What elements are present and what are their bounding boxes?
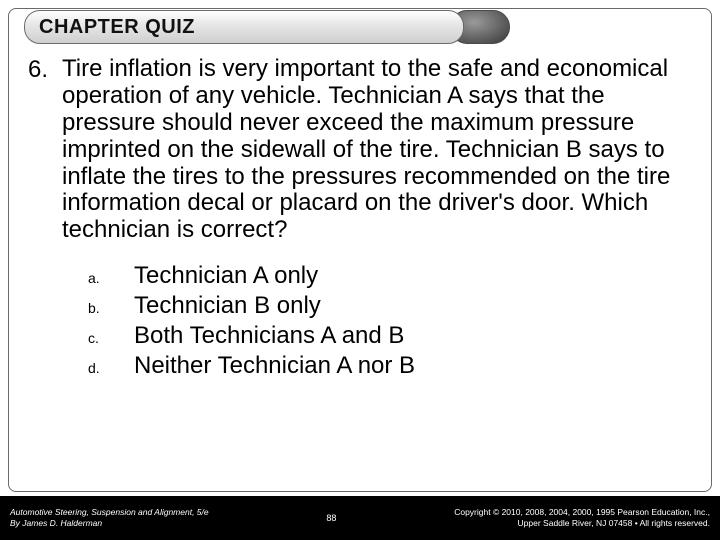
option-b: b. Technician B only bbox=[88, 292, 696, 320]
chapter-header-tab: CHAPTER QUIZ bbox=[24, 10, 464, 44]
option-text: Technician A only bbox=[134, 262, 318, 290]
option-text: Both Technicians A and B bbox=[134, 322, 404, 350]
footer-address: Upper Saddle River, NJ 07458 • All right… bbox=[454, 518, 710, 529]
option-text: Neither Technician A nor B bbox=[134, 352, 415, 380]
option-text: Technician B only bbox=[134, 292, 321, 320]
question-text: Tire inflation is very important to the … bbox=[62, 56, 696, 244]
content-area: 6. Tire inflation is very important to t… bbox=[28, 56, 696, 484]
footer-page-number: 88 bbox=[326, 513, 336, 523]
option-letter: a. bbox=[88, 270, 134, 286]
options-list: a. Technician A only b. Technician B onl… bbox=[88, 262, 696, 380]
option-letter: d. bbox=[88, 360, 134, 376]
footer-copyright: Copyright © 2010, 2008, 2004, 2000, 1995… bbox=[454, 507, 710, 518]
option-c: c. Both Technicians A and B bbox=[88, 322, 696, 350]
option-letter: c. bbox=[88, 330, 134, 346]
footer-book-title: Automotive Steering, Suspension and Alig… bbox=[10, 507, 209, 518]
option-letter: b. bbox=[88, 300, 134, 316]
chapter-title: CHAPTER QUIZ bbox=[39, 16, 195, 39]
footer-right: Copyright © 2010, 2008, 2004, 2000, 1995… bbox=[454, 507, 710, 528]
footer-left: Automotive Steering, Suspension and Alig… bbox=[10, 507, 209, 528]
option-d: d. Neither Technician A nor B bbox=[88, 352, 696, 380]
slide-footer: Automotive Steering, Suspension and Alig… bbox=[0, 496, 720, 540]
option-a: a. Technician A only bbox=[88, 262, 696, 290]
question-number: 6. bbox=[28, 56, 62, 84]
question-row: 6. Tire inflation is very important to t… bbox=[28, 56, 696, 244]
footer-author: By James D. Halderman bbox=[10, 518, 209, 529]
